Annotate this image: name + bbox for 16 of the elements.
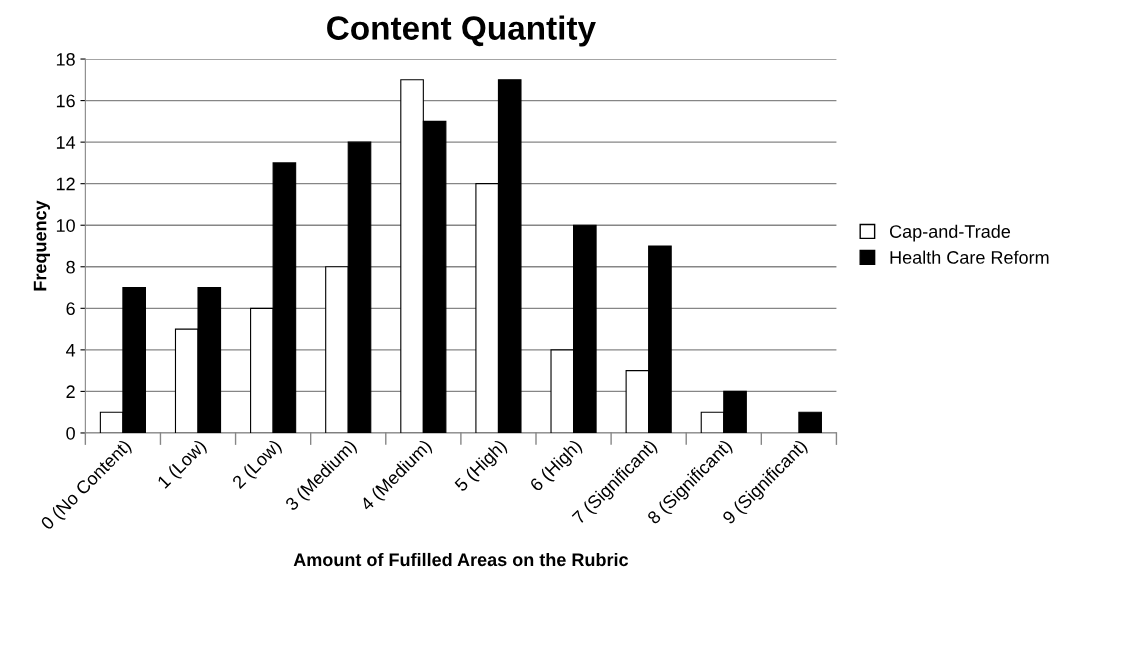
y-tick-label: 0 xyxy=(66,426,75,440)
bar xyxy=(798,411,822,433)
y-tick-label: 2 xyxy=(66,385,75,398)
y-tick-label: 18 xyxy=(56,52,75,66)
x-axis-title: Amount of Fufilled Areas on the Rubric xyxy=(293,552,629,567)
y-tick-label: 4 xyxy=(66,343,76,357)
y-tick-label: 6 xyxy=(66,302,75,316)
y-tick-label: 8 xyxy=(66,260,75,274)
y-tick-label: 16 xyxy=(56,94,75,108)
y-tick-label: 12 xyxy=(56,177,75,191)
legend-label: Health Care Reform xyxy=(890,250,1049,264)
y-tick-label: 10 xyxy=(56,219,75,232)
y-tick-label: 14 xyxy=(56,136,76,149)
legend-label: Cap-and-Trade xyxy=(890,224,1011,242)
chart-title: Content Quantity xyxy=(327,15,596,47)
y-axis-title: Frequency xyxy=(33,200,50,291)
